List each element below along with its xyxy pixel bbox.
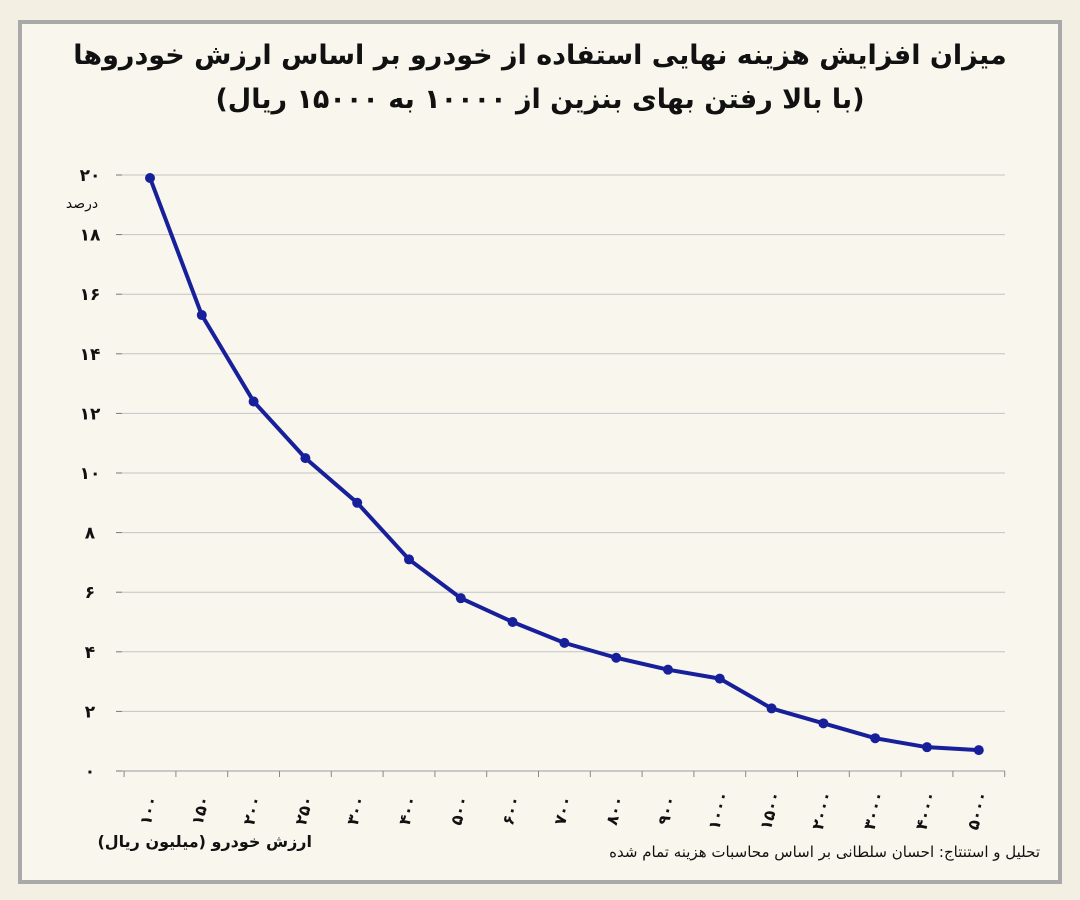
chart-title: میزان افزایش هزینه نهایی استفاده از خودر… [73,40,1007,71]
series-line [148,175,981,753]
y-tick-label: ۱۸ [80,226,101,246]
x-tick-label: ۵۰۰۰ [963,789,991,832]
y-tick-label: ۲۰ [80,166,101,186]
x-tick-label: ۲۵۰ [291,794,317,827]
y-tick-label: ۸ [85,524,96,544]
x-tick-label: ۴۰۰ [395,794,421,827]
x-tick-label: ۴۰۰۰ [911,789,939,832]
data-point [870,733,881,744]
x-tick-label: ۱۵۰ [188,794,214,827]
y-tick-label: ۲ [85,702,96,722]
x-tick-label: ۵۰۰ [447,794,473,827]
data-point [818,718,829,729]
x-axis-label: ارزش خودرو (میلیون ریال) [97,832,312,851]
chart-title-block: میزان افزایش هزینه نهایی استفاده از خودر… [0,34,1080,122]
x-tick-label: ۳۰۰۰ [860,789,888,832]
chart-subtitle: (با بالا رفتن بهای بنزین از ۱۰۰۰۰ به ۱۵۰… [215,84,865,115]
x-tick-label: ۹۰۰ [654,794,680,827]
y-tick-label: ۴ [85,643,95,663]
data-point [455,593,466,604]
data-point [973,745,984,756]
data-point [559,637,570,648]
x-tick-label: ۷۰۰ [550,794,576,827]
x-tick-label: ۲۰۰ [239,794,265,827]
y-tick-label: ۱۴ [80,345,101,365]
data-point [404,554,414,565]
data-point [714,673,725,684]
data-point [145,172,155,183]
data-point [663,664,673,675]
data-point [352,497,363,508]
x-tick-label: ۲۰۰۰ [808,789,836,832]
x-tick-label: ۶۰۰ [498,794,524,827]
data-point [507,617,518,627]
y-axis-unit-label: درصد [65,196,99,212]
source-credit: تحلیل و استنتاج: احسان سلطانی بر اساس مح… [609,843,1040,861]
y-tick-label: ۱۰ [80,464,101,484]
data-point [611,652,622,663]
data-point [300,453,311,464]
y-tick-label: ۱۲ [80,404,101,424]
x-tick-label: ۸۰۰ [602,794,628,827]
x-tick-label: ۱۰۰۰ [704,789,732,832]
x-tick-label: ۱۵۰۰ [756,789,784,832]
data-point [196,310,207,321]
y-tick-label: ۶ [85,583,95,603]
y-tick-label: ۰ [85,762,95,782]
x-tick-label: ۱۰۰ [136,794,162,827]
data-point [766,703,777,714]
data-point [248,396,259,407]
y-tick-label: ۱۶ [80,285,101,305]
data-point [922,742,932,753]
x-tick-label: ۳۰۰ [343,794,369,827]
